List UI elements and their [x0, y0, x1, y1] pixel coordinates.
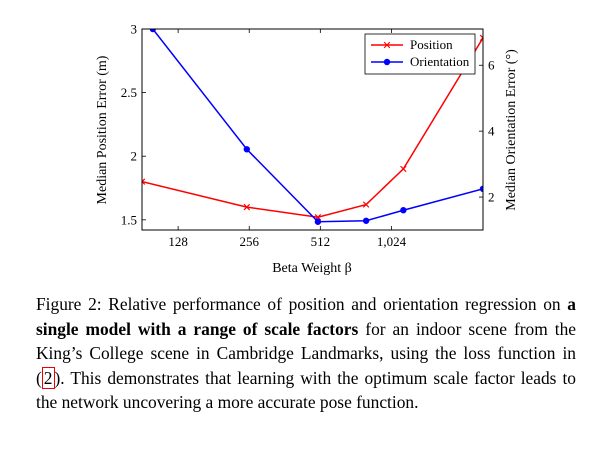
legend-position-label: Position: [410, 37, 453, 52]
equation-ref-link[interactable]: 2: [41, 366, 55, 389]
x-tick-label: 512: [311, 234, 331, 249]
orientation-series-line: [152, 29, 483, 223]
x-tick-label: 256: [239, 234, 259, 249]
y-tick-label-right: 2: [488, 190, 495, 205]
position-data-point: [142, 178, 146, 185]
caption-suffix: ). This demonstrates that learning with …: [36, 367, 576, 413]
y-tick-label-left: 2: [131, 149, 138, 164]
position-data-point: [400, 165, 407, 173]
orientation-data-point: [149, 29, 157, 33]
legend-orientation-marker: [383, 58, 391, 66]
caption-prefix: Figure 2: Relative performance of positi…: [36, 294, 568, 314]
orientation-data-point: [400, 207, 407, 214]
caption-bold: a single model with a range of scale fac…: [36, 294, 576, 339]
position-series-line: [142, 37, 483, 219]
plot-frame: [141, 28, 484, 231]
y-tick-label-left: 2.5: [121, 85, 137, 100]
legend-box: [364, 33, 476, 75]
orientation-data-point: [362, 217, 370, 224]
legend-position-marker: ✕: [382, 39, 391, 52]
position-data-point: [362, 201, 370, 208]
legend: ✕ Position Orientation: [364, 33, 476, 75]
position-data-point: [479, 34, 483, 42]
legend-orientation-label: Orientation: [410, 54, 470, 69]
y-axis-label-right: Median Orientation Error (°): [504, 49, 519, 211]
orientation-data-point: [479, 185, 483, 193]
axis-ticks: 128 256 512 1,024 1.5 2 2.5 3 2 4 6: [121, 22, 495, 250]
caption-mid: for an indoor scene from the King’s Coll…: [36, 318, 576, 388]
x-tick-label: 1,024: [377, 234, 407, 249]
orientation-data-point: [243, 146, 251, 153]
x-tick-label: 128: [168, 234, 188, 249]
position-data-point: [243, 203, 251, 211]
figure-caption: Figure 2: Relative performance of positi…: [36, 292, 576, 415]
x-axis-label: Beta Weight β: [272, 261, 352, 276]
plot-area: [142, 29, 483, 225]
orientation-data-point: [314, 218, 322, 225]
y-tick-label-right: 4: [488, 124, 495, 139]
y-axis-label-left: Median Position Error (m): [95, 55, 110, 204]
y-tick-label-left: 3: [131, 22, 138, 37]
y-tick-label-left: 1.5: [121, 212, 137, 227]
y-tick-label-right: 6: [488, 58, 495, 73]
